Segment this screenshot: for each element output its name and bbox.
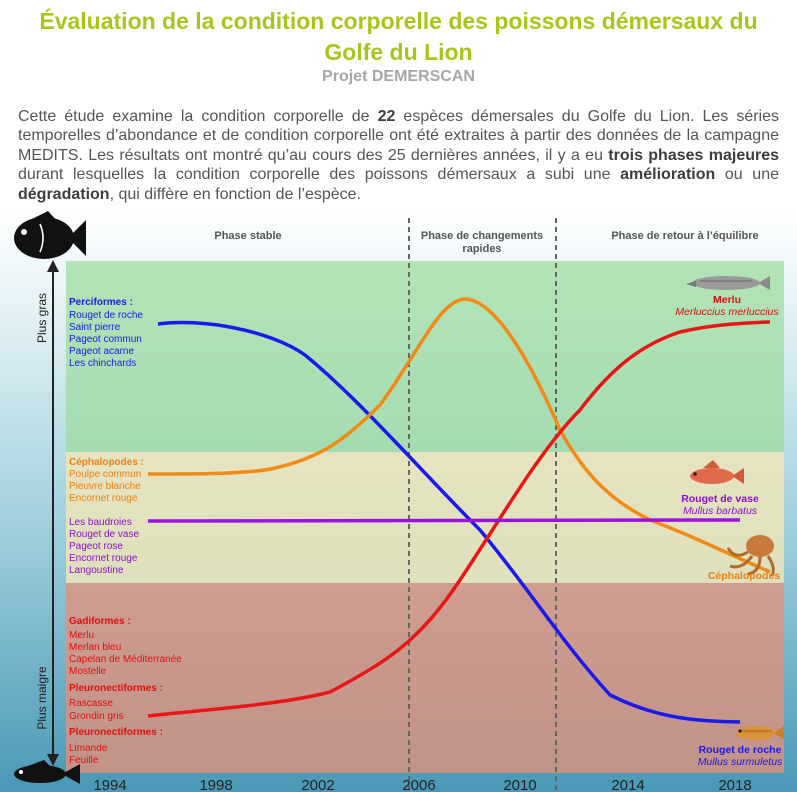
- condition-diagram: Phase stable Phase de changements rapide…: [0, 210, 797, 792]
- species-item: Saint pierre: [69, 322, 121, 333]
- group-perciformes: Perciformes : Rouget de roche Saint pier…: [69, 297, 143, 369]
- intro-three-phases: trois phases majeures: [608, 146, 780, 164]
- octopus-illustration-icon: [726, 535, 775, 577]
- intro-text-2: espèces démersales du Golfe du Lion. Les…: [18, 108, 779, 164]
- condition-axis-arrow: [47, 260, 59, 766]
- intro-text-4: ou une: [715, 166, 779, 184]
- page-subtitle: Projet DEMERSCAN: [322, 68, 475, 85]
- intro-text-3: durant lesquelles la condition corporell…: [18, 166, 621, 184]
- species-item: Rascasse: [69, 698, 113, 709]
- species-item: Rouget de vase: [69, 529, 139, 540]
- title-line-2: Golfe du Lion: [324, 39, 473, 65]
- end-label-rouget-roche-latin: Mullus surmuletus: [698, 756, 783, 768]
- phase-label-changes-2: rapides: [462, 243, 501, 255]
- thin-fish-icon: [14, 760, 80, 784]
- group-head-perciformes: Perciformes :: [69, 297, 133, 308]
- blue-curve: [157, 320, 741, 724]
- end-label-merlu-latin: Merluccius merluccius: [675, 306, 779, 318]
- striped-red-mullet-illustration-icon: [736, 726, 784, 740]
- year-axis: 1994 1998 2002 2006 2010 2014 2018: [93, 777, 751, 792]
- group-head-pleuronectiformes-2: Pleuronectiformes :: [69, 727, 163, 738]
- year-tick: 1994: [93, 777, 126, 792]
- species-item: Merlu: [69, 630, 94, 641]
- hake-illustration-icon: [686, 276, 770, 290]
- group-head-pleuronectiformes-1: Pleuronectiformes :: [69, 683, 163, 694]
- group-stable-species: Les baudroies Rouget de vase Pageot rose…: [69, 517, 139, 576]
- phase-label-stable: Phase stable: [214, 230, 281, 242]
- species-item: Pageot acarne: [69, 346, 134, 357]
- phase-label-changes-1: Phase de changements: [421, 230, 543, 242]
- species-item: Langoustine: [69, 565, 124, 576]
- intro-degradation: dégradation: [18, 185, 110, 203]
- species-item: Encornet rouge: [69, 553, 138, 564]
- page-title: Évaluation de la condition corporelle de…: [0, 6, 797, 68]
- title-line-1: Évaluation de la condition corporelle de…: [39, 8, 758, 34]
- species-item: Capelan de Méditerranée: [69, 654, 182, 665]
- red-curve: [147, 320, 771, 718]
- axis-label-fat: Plus gras: [35, 293, 49, 343]
- species-item: Les baudroies: [69, 517, 132, 528]
- species-item: Pageot commun: [69, 334, 142, 345]
- year-tick: 2018: [718, 777, 751, 792]
- intro-paragraph: Cette étude examine la condition corpore…: [18, 107, 779, 204]
- group-cephalopodes: Céphalopodes : Poulpe commun Pieuvre bla…: [69, 457, 144, 504]
- species-item: Les chinchards: [69, 358, 136, 369]
- phase-label-return: Phase de retour à l’équilibre: [611, 230, 758, 242]
- year-tick: 2014: [611, 777, 644, 792]
- intro-species-count: 22: [377, 108, 396, 125]
- group-head-gadiformes: Gadiformes :: [69, 616, 131, 627]
- species-item: Encornet rouge: [69, 493, 138, 504]
- group-head-cephalopodes: Céphalopodes :: [69, 457, 144, 468]
- year-tick: 1998: [199, 777, 232, 792]
- species-item: Mostelle: [69, 666, 107, 677]
- species-item: Pieuvre blanche: [69, 481, 141, 492]
- zone-fat: [66, 261, 784, 452]
- species-item: Feuille: [69, 755, 99, 766]
- intro-amelioration: amélioration: [620, 166, 716, 184]
- fat-fish-icon: [14, 211, 86, 259]
- species-item: Poulpe commun: [69, 469, 141, 480]
- species-item: Pageot rose: [69, 541, 123, 552]
- purple-line: [147, 518, 741, 523]
- zone-thin: [66, 583, 784, 773]
- species-item: Merlan bleu: [69, 642, 121, 653]
- year-tick: 2006: [402, 777, 435, 792]
- axis-label-thin: Plus maigre: [35, 666, 49, 730]
- end-label-rouget-roche: Rouget de roche: [699, 744, 782, 756]
- red-mullet-illustration-icon: [690, 460, 744, 484]
- year-tick: 2002: [301, 777, 334, 792]
- year-tick: 2010: [503, 777, 536, 792]
- group-gadiformes: Gadiformes : Merlu Merlan bleu Capelan d…: [69, 616, 182, 766]
- end-label-rouget-vase-latin: Mullus barbatus: [683, 505, 758, 517]
- intro-text-5: , qui diffère en fonction de l’espèce.: [109, 185, 361, 203]
- intro-text-1: Cette étude examine la condition corpore…: [18, 108, 378, 125]
- species-item: Grondin gris: [69, 711, 123, 722]
- end-label-rouget-vase: Rouget de vase: [681, 493, 759, 505]
- end-label-merlu: Merlu: [713, 294, 741, 306]
- species-item: Limande: [69, 743, 108, 754]
- end-label-cephalopodes: Céphalopodes: [708, 570, 781, 582]
- species-item: Rouget de roche: [69, 310, 143, 321]
